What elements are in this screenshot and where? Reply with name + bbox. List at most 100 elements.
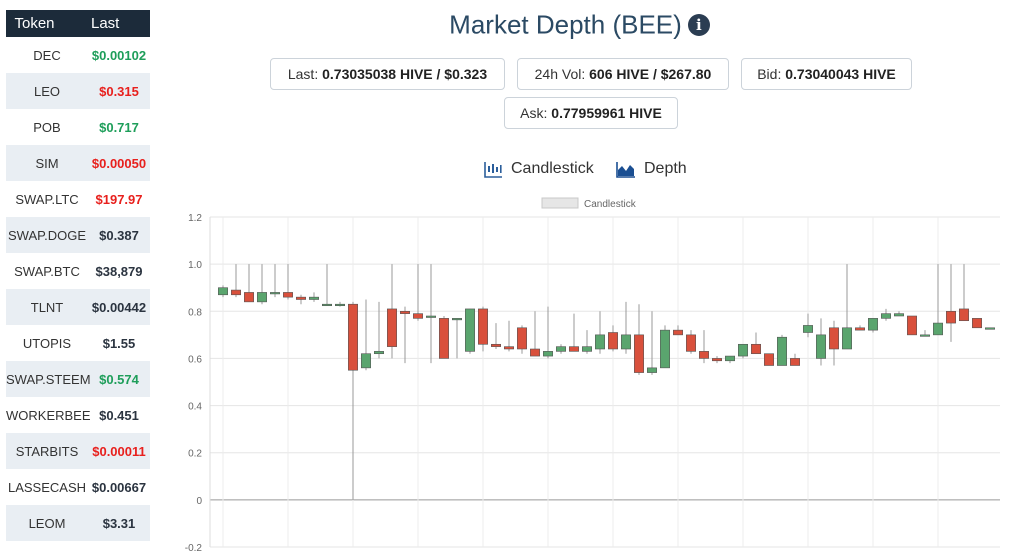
token-symbol[interactable]: LASSECASH	[7, 479, 87, 495]
candle[interactable]	[218, 285, 228, 298]
candle[interactable]	[842, 264, 852, 350]
volume-box: 24h Vol: 606 HIVE / $267.80	[517, 58, 729, 90]
candle[interactable]	[647, 311, 657, 375]
candle[interactable]	[972, 318, 982, 329]
candle[interactable]	[959, 264, 969, 322]
candle[interactable]	[751, 332, 761, 355]
chart-legend[interactable]: Candlestick	[541, 197, 637, 210]
candle[interactable]	[504, 320, 514, 352]
token-symbol[interactable]: DEC	[33, 47, 61, 63]
candle[interactable]	[907, 315, 917, 336]
token-row[interactable]: SWAP.LTC $197.97	[6, 181, 150, 217]
candle[interactable]	[374, 301, 384, 359]
token-symbol[interactable]: POB	[33, 119, 61, 135]
candle[interactable]	[361, 299, 371, 371]
token-row[interactable]: LEOM $3.31	[6, 505, 150, 541]
candle[interactable]	[439, 316, 449, 359]
tab-candlestick[interactable]: Candlestick	[484, 160, 594, 178]
candle[interactable]	[322, 264, 332, 307]
candle[interactable]	[803, 313, 813, 338]
candle[interactable]	[283, 264, 293, 300]
token-row[interactable]: SWAP.STEEM $0.574	[6, 361, 150, 397]
candle-body	[491, 343, 501, 347]
last-column-header[interactable]: Last	[91, 15, 120, 32]
token-row[interactable]: STARBITS $0.00011	[6, 433, 150, 469]
candle[interactable]	[764, 353, 774, 366]
candle[interactable]	[543, 306, 553, 359]
token-row[interactable]: DEC $0.00102	[6, 37, 150, 73]
candle[interactable]	[777, 334, 787, 366]
token-row[interactable]: TLNT $0.00442	[6, 289, 150, 325]
candle[interactable]	[257, 264, 267, 305]
y-tick-label: 0.4	[188, 402, 202, 413]
candle[interactable]	[309, 292, 319, 302]
token-symbol[interactable]: SWAP.BTC	[14, 263, 80, 279]
token-symbol[interactable]: SWAP.DOGE	[7, 227, 87, 243]
candle[interactable]	[595, 311, 605, 354]
candle[interactable]	[231, 264, 241, 298]
token-last-price: $1.55	[102, 335, 136, 351]
token-row[interactable]: UTOPIS $1.55	[6, 325, 150, 361]
tab-depth[interactable]: Depth	[616, 160, 687, 178]
candle[interactable]	[985, 327, 995, 330]
token-symbol[interactable]: SIM	[35, 155, 59, 171]
token-row[interactable]: LASSECASH $0.00667	[6, 469, 150, 505]
candle[interactable]	[868, 318, 878, 333]
token-symbol[interactable]: LEOM	[28, 515, 66, 531]
candle[interactable]	[660, 325, 670, 369]
candle[interactable]	[738, 343, 748, 359]
candle[interactable]	[270, 264, 280, 298]
candle[interactable]	[426, 264, 436, 364]
token-symbol[interactable]: TLNT	[30, 299, 64, 315]
candle[interactable]	[556, 344, 566, 354]
candle[interactable]	[725, 355, 735, 364]
token-symbol[interactable]: SWAP.LTC	[15, 191, 79, 207]
info-circle-icon[interactable]: i	[687, 14, 710, 37]
token-row[interactable]: SWAP.BTC $38,879	[6, 253, 150, 289]
candle[interactable]	[920, 330, 930, 337]
token-row[interactable]: SWAP.DOGE $0.387	[6, 217, 150, 253]
candle[interactable]	[816, 318, 826, 366]
token-symbol[interactable]: LEO	[33, 83, 60, 99]
candle[interactable]	[517, 325, 527, 354]
candle[interactable]	[530, 311, 540, 357]
token-row[interactable]: POB $0.717	[6, 109, 150, 145]
candle[interactable]	[881, 308, 891, 321]
candle[interactable]	[387, 264, 397, 359]
candle[interactable]	[413, 264, 423, 321]
candle[interactable]	[699, 330, 709, 364]
candle[interactable]	[894, 311, 904, 317]
candle[interactable]	[244, 264, 254, 303]
candle[interactable]	[829, 320, 839, 366]
token-row[interactable]: WORKERBEE $0.451	[6, 397, 150, 433]
candle[interactable]	[569, 313, 579, 352]
last-price-value: 0.73035038 HIVE / $0.323	[322, 66, 488, 82]
candle[interactable]	[686, 330, 696, 354]
candle[interactable]	[608, 325, 618, 352]
candle[interactable]	[478, 306, 488, 352]
candle[interactable]	[634, 304, 644, 375]
candle[interactable]	[400, 306, 410, 364]
candle[interactable]	[855, 325, 865, 331]
token-symbol[interactable]: WORKERBEE	[6, 407, 91, 423]
candle[interactable]	[790, 353, 800, 366]
token-row[interactable]: SIM $0.00050	[6, 145, 150, 181]
token-last-price: $3.31	[102, 515, 136, 531]
candle[interactable]	[296, 294, 306, 305]
token-symbol[interactable]: STARBITS	[15, 443, 79, 459]
candle[interactable]	[673, 325, 683, 336]
candle[interactable]	[491, 323, 501, 349]
candle[interactable]	[348, 301, 358, 500]
token-row[interactable]: LEO $0.315	[6, 73, 150, 109]
token-column-header[interactable]: Token	[14, 15, 55, 32]
candle[interactable]	[335, 301, 345, 307]
candle[interactable]	[946, 264, 956, 342]
candle[interactable]	[621, 301, 631, 354]
candle[interactable]	[452, 318, 462, 359]
candle[interactable]	[582, 330, 592, 354]
candle[interactable]	[712, 356, 722, 364]
token-symbol[interactable]: UTOPIS	[22, 335, 72, 351]
candle[interactable]	[933, 264, 943, 336]
token-symbol[interactable]: SWAP.STEEM	[6, 371, 91, 387]
candle[interactable]	[465, 308, 475, 354]
